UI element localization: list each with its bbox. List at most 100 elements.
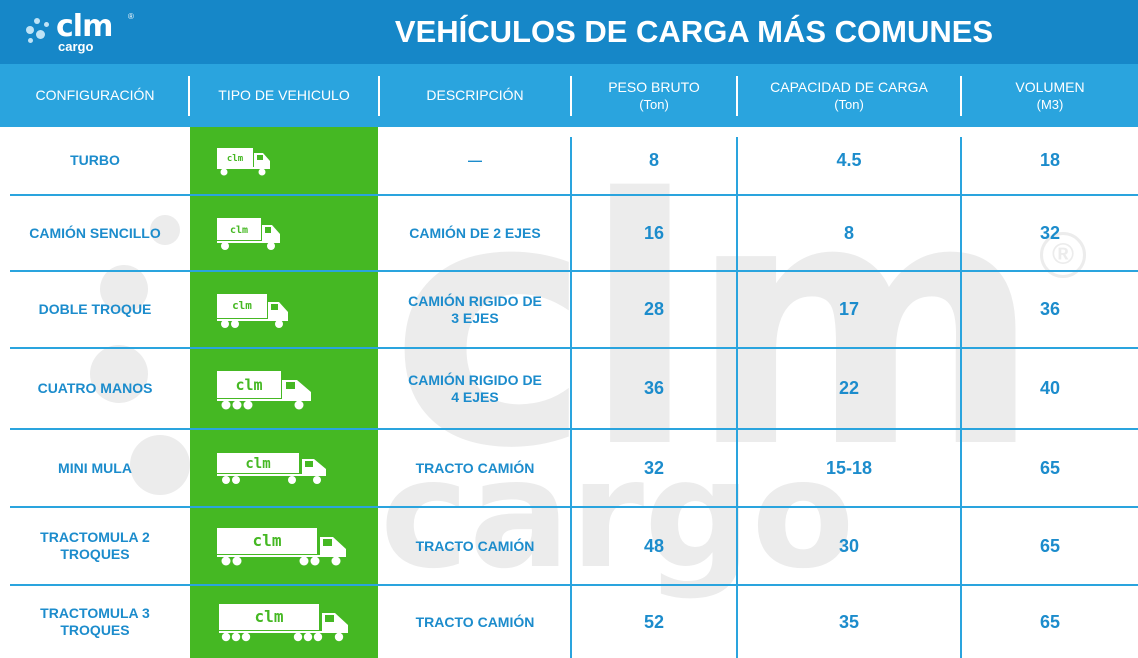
column-header-configuracion: CONFIGURACIÓN <box>0 64 190 127</box>
logo-text: clm <box>56 9 113 44</box>
watermark-logo: clm <box>390 127 1042 523</box>
turbo-truck-icon: clm <box>217 147 270 175</box>
column-separator <box>960 76 962 116</box>
peso-bruto-cell: 52 <box>643 611 665 632</box>
table-row: DOBLE TROQUE clm CAMIÓN RIGIDO DE 3 EJES… <box>0 272 1138 347</box>
config-cell: MINI MULA <box>58 459 132 476</box>
column-label: DESCRIPCIÓN <box>426 87 524 103</box>
cuatro-manos-truck-icon: clm <box>217 370 311 409</box>
truck-label: clm <box>245 456 270 472</box>
description-cell: CAMIÓN RIGIDO DE 3 EJES <box>380 272 570 347</box>
column-header-descripcion: DESCRIPCIÓN <box>380 64 570 127</box>
column-header-volumen: VOLUMEN (M3) <box>962 64 1138 127</box>
table-row: CAMIÓN SENCILLO clm CAMIÓN DE 2 EJES 16 … <box>0 196 1138 270</box>
grid-line <box>10 347 1138 349</box>
column-separator <box>188 76 190 116</box>
volumen-cell: 18 <box>1039 150 1061 170</box>
logo-sub: cargo <box>58 39 94 54</box>
peso-bruto-cell: 32 <box>643 457 665 478</box>
tractomula-2-troques-truck-icon: clm <box>217 528 346 566</box>
watermark-dot <box>130 435 190 495</box>
volumen-cell: 36 <box>1039 299 1061 319</box>
mini-mula-truck-icon: clm <box>217 453 326 484</box>
column-unit: (Ton) <box>639 96 669 112</box>
config-text: TRACTOMULA 3 TROQUES <box>40 605 150 638</box>
volumen-cell: 32 <box>1039 222 1061 243</box>
table-row: TRACTOMULA 2 TROQUES clm TRACTO CAMIÓN 4… <box>0 508 1138 584</box>
capacidad-cell: 17 <box>838 299 860 319</box>
watermark-sub: cargo <box>380 428 855 602</box>
column-header-tipo: TIPO DE VEHICULO <box>190 64 378 127</box>
table-row: CUATRO MANOS clm CAMIÓN RIGIDO DE 4 EJES… <box>0 349 1138 428</box>
grid-line <box>736 137 738 658</box>
truck-cell: clm <box>190 349 378 428</box>
watermark-registered: ® <box>1040 232 1086 278</box>
peso-bruto-cell: 36 <box>643 378 665 398</box>
table-row: TURBO clm — 8 4.5 18 <box>0 127 1138 194</box>
column-unit: (Ton) <box>834 96 864 112</box>
volumen-cell: 65 <box>1039 611 1061 632</box>
grid-line <box>10 428 1138 430</box>
capacidad-cell: 30 <box>838 535 860 556</box>
watermark-dot <box>150 215 180 245</box>
config-cell: TURBO <box>70 152 120 168</box>
column-unit: (M3) <box>1036 96 1064 112</box>
column-label: CONFIGURACIÓN <box>35 87 155 103</box>
truck-cell: clm <box>190 196 378 270</box>
column-header-peso-bruto: PESO BRUTO (Ton) <box>572 64 736 127</box>
truck-cell: clm <box>190 430 378 506</box>
config-cell: DOBLE TROQUE <box>38 301 152 317</box>
column-header-bar: CONFIGURACIÓN TIPO DE VEHICULO DESCRIPCI… <box>0 64 1138 127</box>
header: clm cargo ® VEHÍCULOS DE CARGA MÁS COMUN… <box>0 0 1138 64</box>
camion-sencillo-truck-icon: clm <box>217 218 280 250</box>
grid-line <box>960 137 962 658</box>
capacidad-cell: 35 <box>838 611 860 632</box>
description-cell: TRACTO CAMIÓN <box>415 537 535 554</box>
config-cell: TRACTOMULA 3 TROQUES <box>0 586 190 658</box>
doble-troque-truck-icon: clm <box>217 293 288 328</box>
description-text: CAMIÓN RIGIDO DE 4 EJES <box>408 371 542 405</box>
grid-line <box>10 194 1138 196</box>
watermark-dot <box>90 345 148 403</box>
column-separator <box>378 76 380 116</box>
capacidad-cell: 8 <box>843 222 854 243</box>
table-row: MINI MULA clm TRACTO CAMIÓN 32 15-18 65 <box>0 430 1138 506</box>
truck-label: clm <box>227 154 244 164</box>
truck-cell: clm <box>190 508 378 584</box>
logo-bubbles-icon <box>24 16 58 46</box>
column-header-capacidad: CAPACIDAD DE CARGA (Ton) <box>738 64 960 127</box>
truck-cell: clm <box>190 272 378 347</box>
grid-line <box>10 506 1138 508</box>
watermark-dot <box>100 265 148 313</box>
description-cell: — <box>468 152 482 168</box>
capacidad-cell: 4.5 <box>836 150 862 170</box>
volumen-cell: 65 <box>1039 535 1061 556</box>
truck-cell: clm <box>190 586 378 658</box>
truck-label: clm <box>253 531 282 550</box>
truck-label: clm <box>230 225 248 236</box>
logo-registered: ® <box>128 12 134 21</box>
truck-label: clm <box>235 376 262 394</box>
description-cell: CAMIÓN RIGIDO DE 4 EJES <box>380 349 570 428</box>
column-label: VOLUMEN <box>1015 78 1085 95</box>
volumen-cell: 40 <box>1039 378 1061 398</box>
config-cell: CAMIÓN SENCILLO <box>29 224 161 241</box>
peso-bruto-cell: 16 <box>643 222 665 243</box>
description-text: CAMIÓN RIGIDO DE 3 EJES <box>408 292 542 326</box>
truck-cell: clm <box>190 127 378 194</box>
truck-label: clm <box>232 299 252 312</box>
peso-bruto-cell: 8 <box>648 150 659 170</box>
peso-bruto-cell: 48 <box>643 535 665 556</box>
truck-label: clm <box>255 607 284 626</box>
logo: clm cargo ® <box>24 10 144 56</box>
config-cell: CUATRO MANOS <box>37 380 153 396</box>
grid-line <box>10 270 1138 272</box>
column-separator <box>736 76 738 116</box>
volumen-cell: 65 <box>1039 457 1061 478</box>
capacidad-cell: 22 <box>838 378 860 398</box>
description-cell: TRACTO CAMIÓN <box>415 613 535 630</box>
config-cell: TRACTOMULA 2 TROQUES <box>0 508 190 584</box>
page-title: VEHÍCULOS DE CARGA MÁS COMUNES <box>394 14 994 49</box>
grid-line <box>570 137 572 658</box>
